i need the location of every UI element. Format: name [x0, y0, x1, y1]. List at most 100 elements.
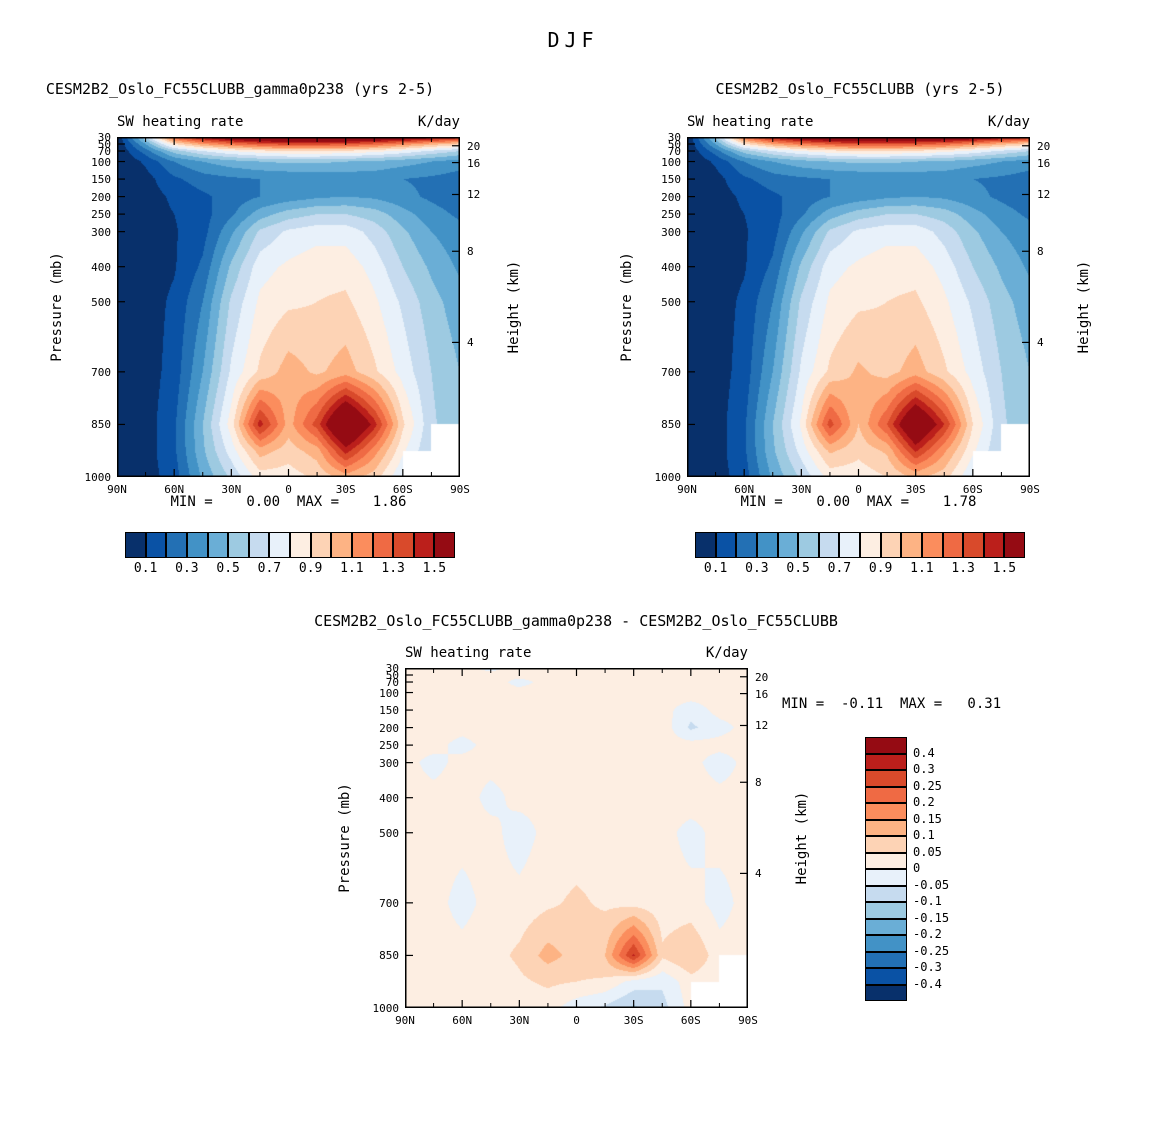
colorbar-tick-label: 0.15	[913, 811, 942, 826]
pressure-tick-label: 250	[379, 739, 399, 753]
panel1-subtitle-left: SW heating rate	[117, 114, 244, 130]
height-tick-label: 16	[1037, 156, 1051, 170]
pressure-tick-label: 250	[91, 208, 111, 222]
pressure-tick-label: 150	[91, 173, 111, 187]
pressure-tick-label: 50	[667, 138, 681, 151]
colorbar-tick-label: -0.2	[913, 927, 942, 941]
colorbar-segment	[865, 786, 907, 803]
height-tick-label: 12	[755, 719, 769, 733]
height-tick-label: 16	[467, 156, 481, 170]
panel3-min-max-stats: MIN = -0.11 MAX = 0.31	[782, 696, 1002, 712]
colorbar-segment	[798, 532, 819, 558]
colorbar-segment	[921, 532, 943, 558]
colorbar-segment	[125, 532, 146, 558]
pressure-tick-label: 850	[379, 949, 399, 963]
x-tick-label: 90S	[450, 483, 470, 496]
pressure-tick-label: 500	[661, 295, 681, 309]
colorbar-tick-label: -0.25	[913, 943, 950, 958]
panel2-contour-field	[687, 137, 1030, 477]
panel3-subtitle-left: SW heating rate	[405, 645, 532, 661]
colorbar-tick-label: 0.5	[786, 561, 810, 576]
colorbar-segment	[331, 532, 352, 558]
colorbar-segment	[1004, 532, 1025, 558]
pressure-tick-label: 1000	[654, 471, 682, 484]
colorbar-segment	[942, 532, 964, 558]
colorbar-segment	[865, 918, 907, 935]
colorbar-segment	[393, 532, 414, 558]
colorbar-segment	[865, 951, 907, 968]
panel1-height-axis-label: Height (km)	[506, 260, 522, 354]
panel2-units-label: K/day	[987, 114, 1030, 130]
colorbar-segment	[865, 968, 907, 985]
colorbar-tick-label: 0.4	[913, 745, 935, 760]
colorbar-segment	[777, 532, 799, 558]
pressure-tick-label: 1000	[372, 1002, 400, 1015]
x-tick-label: 60S	[392, 483, 413, 496]
height-tick-label: 4	[1037, 336, 1044, 350]
height-tick-label: 20	[755, 670, 769, 684]
colorbar-tick-label: -0.4	[913, 976, 942, 991]
pressure-tick-label: 70	[385, 676, 399, 690]
x-tick-label: 30N	[509, 1014, 530, 1027]
colorbar-tick-label: -0.1	[913, 894, 942, 908]
colorbar-tick-label: -0.3	[913, 960, 942, 974]
pressure-tick-label: 200	[661, 190, 681, 204]
height-tick-label: 8	[1037, 245, 1044, 259]
pressure-tick-label: 50	[385, 669, 399, 682]
colorbar-segment	[186, 532, 208, 558]
pressure-tick-label: 300	[661, 225, 681, 239]
x-tick-label: 30S	[905, 483, 926, 496]
colorbar-segment	[865, 770, 907, 787]
colorbar-segment	[413, 532, 435, 558]
panel2-pressure-axis-label: Pressure (mb)	[619, 252, 635, 362]
colorbar-tick-label: 1.3	[381, 561, 405, 576]
panel3-units-label: K/day	[705, 645, 748, 661]
pressure-tick-label: 300	[379, 756, 399, 770]
pressure-tick-label: 850	[661, 418, 681, 432]
colorbar-tick-label: 0.9	[298, 561, 323, 576]
panel3-colorbar	[865, 737, 907, 1001]
colorbar-segment	[865, 836, 907, 853]
colorbar-segment	[865, 935, 907, 952]
colorbar-segment	[715, 532, 737, 558]
colorbar-segment	[207, 532, 229, 558]
pressure-tick-label: 850	[91, 418, 111, 432]
colorbar-segment	[983, 532, 1005, 558]
panel1-title: CESM2B2_Oslo_FC55CLUBB_gamma0p238 (yrs 2…	[45, 80, 435, 98]
pressure-tick-label: 200	[379, 721, 399, 735]
panel1-pressure-axis-label: Pressure (mb)	[49, 252, 65, 362]
pressure-tick-label: 200	[91, 190, 111, 204]
colorbar-segment	[310, 532, 332, 558]
colorbar-tick-label: 1.1	[910, 561, 934, 576]
colorbar-segment	[865, 984, 907, 1001]
colorbar-tick-label: 1.5	[422, 561, 447, 576]
height-tick-label: 4	[467, 336, 474, 350]
colorbar-segment	[865, 869, 907, 886]
pressure-tick-label: 700	[661, 365, 681, 379]
x-tick-label: 30S	[335, 483, 356, 496]
pressure-tick-label: 30	[97, 131, 111, 144]
pressure-tick-label: 100	[379, 686, 399, 700]
panel2-colorbar	[695, 532, 1025, 558]
colorbar-tick-label: 0.25	[913, 778, 942, 793]
colorbar-segment	[839, 532, 860, 558]
panel2-title: CESM2B2_Oslo_FC55CLUBB (yrs 2-5)	[715, 80, 1005, 98]
colorbar-tick-label: 0.2	[913, 795, 935, 809]
pressure-tick-label: 400	[379, 791, 399, 805]
colorbar-segment	[865, 819, 907, 836]
height-tick-label: 4	[755, 867, 762, 881]
colorbar-tick-label: 0.1	[703, 561, 728, 576]
pressure-tick-label: 150	[661, 173, 681, 187]
colorbar-tick-label: 0.1	[133, 561, 158, 576]
pressure-tick-label: 300	[91, 225, 111, 239]
colorbar-tick-label: 0.3	[913, 762, 935, 776]
colorbar-segment	[756, 532, 778, 558]
height-tick-label: 12	[467, 188, 481, 202]
colorbar-segment	[695, 532, 716, 558]
x-tick-label: 90S	[738, 1014, 758, 1027]
pressure-tick-label: 70	[667, 145, 681, 159]
x-tick-label: 60N	[734, 483, 755, 496]
pressure-tick-label: 250	[661, 208, 681, 222]
colorbar-tick-label: 0.1	[913, 828, 935, 842]
